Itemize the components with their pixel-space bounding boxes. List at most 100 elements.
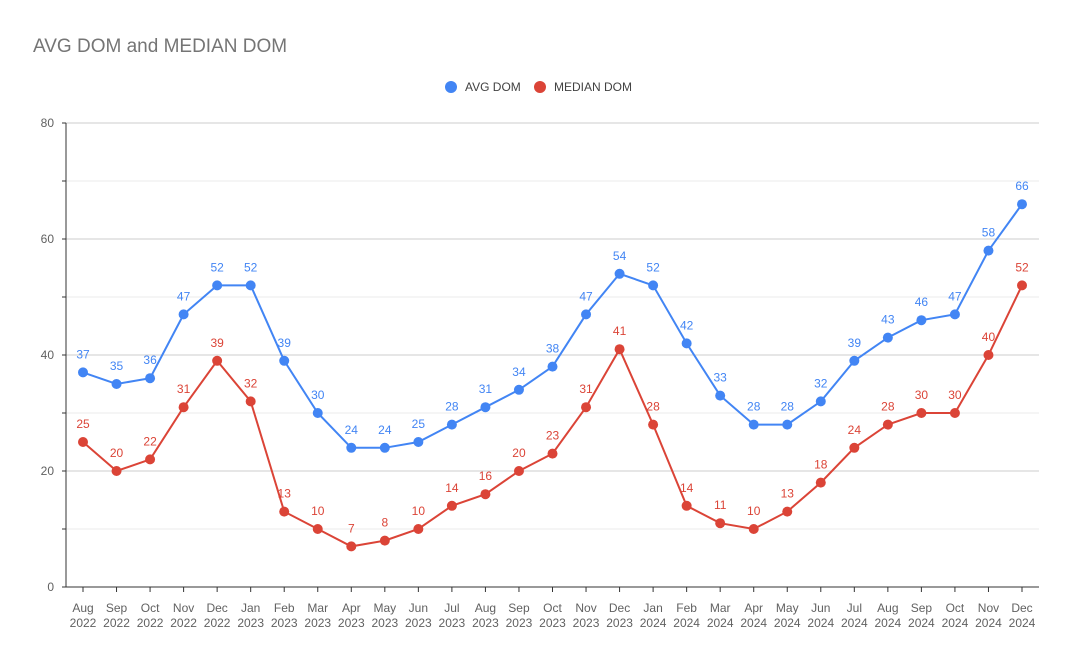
x-tick-label-month: Mar: [710, 601, 731, 615]
x-tick-label-year: 2024: [774, 616, 801, 630]
data-point-median-dom[interactable]: [111, 466, 122, 476]
data-point-avg-dom[interactable]: [312, 408, 323, 418]
data-point-median-dom[interactable]: [145, 454, 156, 465]
x-tick-label-year: 2023: [304, 616, 331, 630]
data-label-avg-dom: 34: [512, 365, 526, 379]
data-point-avg-dom[interactable]: [111, 379, 122, 389]
data-point-median-dom[interactable]: [480, 489, 491, 500]
x-tick-label-year: 2023: [573, 616, 600, 630]
data-point-avg-dom[interactable]: [715, 390, 726, 401]
data-point-median-dom[interactable]: [78, 437, 88, 447]
data-label-avg-dom: 38: [546, 342, 560, 356]
data-labels: 37 35 36 47 52 52 39 30 24 24 25 28 31 34 38 47 54 52 42 33…: [76, 179, 1029, 535]
data-point-median-dom[interactable]: [681, 500, 692, 511]
x-tick-label-year: 2024: [875, 616, 902, 630]
data-label-avg-dom: 24: [378, 423, 392, 437]
data-label-avg-dom: 47: [579, 289, 593, 303]
data-point-median-dom[interactable]: [379, 535, 390, 546]
data-point-median-dom[interactable]: [279, 506, 290, 517]
data-label-median-dom: 10: [747, 504, 761, 518]
data-point-avg-dom[interactable]: [782, 419, 793, 430]
data-point-avg-dom[interactable]: [413, 437, 424, 447]
data-point-avg-dom[interactable]: [78, 367, 88, 378]
data-point-median-dom[interactable]: [446, 500, 457, 511]
data-point-median-dom[interactable]: [949, 408, 960, 418]
data-point-median-dom[interactable]: [581, 402, 592, 413]
data-point-median-dom[interactable]: [312, 524, 323, 534]
data-point-median-dom[interactable]: [513, 466, 524, 476]
data-point-avg-dom[interactable]: [346, 442, 357, 453]
data-point-median-dom[interactable]: [748, 524, 759, 534]
legend-label: AVG DOM: [465, 80, 521, 94]
data-point-avg-dom[interactable]: [614, 268, 625, 279]
data-point-avg-dom[interactable]: [279, 355, 290, 366]
x-tick-label-month: Feb: [676, 601, 697, 615]
data-point-median-dom[interactable]: [547, 448, 558, 459]
data-point-median-dom[interactable]: [849, 442, 860, 453]
data-point-median-dom[interactable]: [815, 477, 826, 488]
y-tick-label: 80: [41, 116, 55, 130]
data-label-avg-dom: 31: [479, 382, 493, 396]
data-point-avg-dom[interactable]: [882, 332, 893, 343]
data-point-avg-dom[interactable]: [949, 309, 960, 320]
data-point-median-dom[interactable]: [882, 419, 893, 430]
x-tick-label-month: Jun: [811, 601, 830, 615]
data-point-median-dom[interactable]: [1017, 280, 1027, 291]
data-point-avg-dom[interactable]: [983, 245, 994, 256]
data-label-avg-dom: 28: [781, 400, 795, 414]
data-point-median-dom[interactable]: [178, 402, 189, 413]
legend-item-avg-dom[interactable]: AVG DOM: [445, 80, 521, 94]
data-label-avg-dom: 58: [982, 226, 996, 240]
series-layer: [78, 199, 1027, 552]
data-point-median-dom[interactable]: [346, 541, 357, 552]
x-tick-label-year: 2023: [338, 616, 365, 630]
data-point-median-dom[interactable]: [983, 350, 994, 360]
legend-label: MEDIAN DOM: [554, 80, 632, 94]
data-label-median-dom: 16: [479, 469, 493, 483]
legend[interactable]: AVG DOM MEDIAN DOM: [445, 80, 632, 94]
data-point-avg-dom[interactable]: [379, 442, 390, 453]
data-point-median-dom[interactable]: [245, 396, 256, 407]
x-tick-label-month: Apr: [342, 601, 361, 615]
x-tick-label-month: Sep: [106, 601, 128, 615]
data-point-avg-dom[interactable]: [480, 402, 491, 413]
data-point-median-dom[interactable]: [782, 506, 793, 517]
data-point-median-dom[interactable]: [614, 344, 625, 355]
data-label-median-dom: 20: [110, 446, 124, 460]
data-point-median-dom[interactable]: [648, 419, 659, 430]
data-point-avg-dom[interactable]: [849, 355, 860, 366]
x-tick-label-year: 2023: [371, 616, 398, 630]
data-point-avg-dom[interactable]: [648, 280, 659, 291]
x-tick-label-month: Jun: [409, 601, 428, 615]
data-point-avg-dom[interactable]: [681, 338, 692, 349]
data-point-avg-dom[interactable]: [446, 419, 457, 430]
legend-item-median-dom[interactable]: MEDIAN DOM: [534, 80, 632, 94]
data-label-avg-dom: 30: [311, 388, 325, 402]
data-label-median-dom: 10: [412, 504, 426, 518]
data-point-median-dom[interactable]: [916, 408, 927, 418]
data-point-avg-dom[interactable]: [513, 384, 524, 395]
data-label-avg-dom: 54: [613, 249, 627, 263]
data-label-avg-dom: 32: [814, 376, 828, 390]
data-point-median-dom[interactable]: [715, 518, 726, 529]
data-point-median-dom[interactable]: [212, 355, 223, 366]
data-label-avg-dom: 46: [915, 295, 929, 309]
data-point-avg-dom[interactable]: [581, 309, 592, 320]
data-point-avg-dom[interactable]: [916, 315, 927, 326]
data-point-median-dom[interactable]: [413, 524, 424, 534]
data-point-avg-dom[interactable]: [212, 280, 223, 291]
legend-swatch: [445, 81, 457, 93]
data-label-avg-dom: 33: [713, 371, 727, 385]
data-point-avg-dom[interactable]: [547, 361, 558, 372]
x-tick-label-month: Nov: [575, 601, 596, 615]
data-point-avg-dom[interactable]: [1017, 199, 1027, 210]
data-point-avg-dom[interactable]: [748, 419, 759, 430]
data-point-avg-dom[interactable]: [178, 309, 189, 320]
gridlines: [66, 122, 1039, 530]
data-label-median-dom: 13: [781, 487, 795, 501]
data-point-avg-dom[interactable]: [245, 280, 256, 291]
x-tick-label-month: Nov: [978, 601, 999, 615]
data-point-avg-dom[interactable]: [145, 373, 156, 384]
data-label-median-dom: 20: [512, 446, 526, 460]
data-point-avg-dom[interactable]: [815, 396, 826, 407]
